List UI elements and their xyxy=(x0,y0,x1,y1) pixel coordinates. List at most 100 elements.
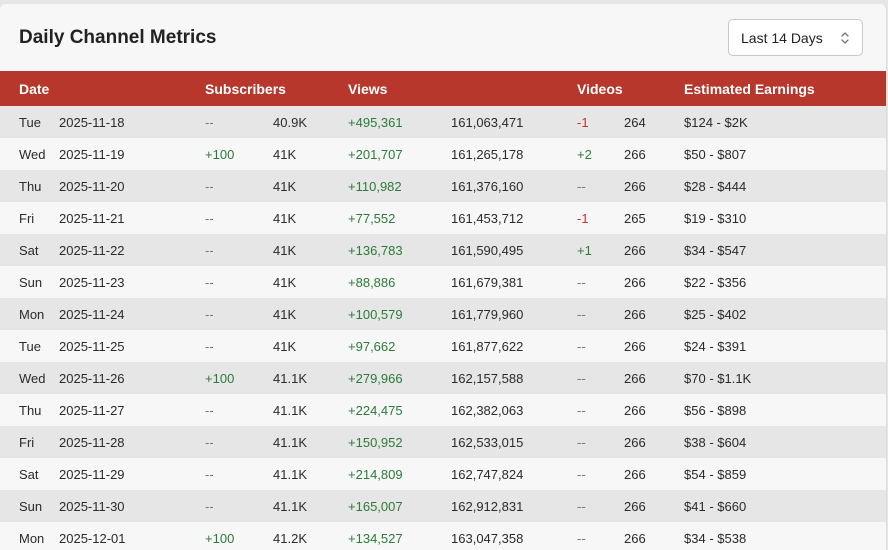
views-change-cell: +279,966 xyxy=(348,370,403,386)
earnings-cell: $34 - $547 xyxy=(684,242,747,258)
earnings-cell: $22 - $356 xyxy=(684,274,747,290)
date-range-select[interactable]: Last 14 Days xyxy=(728,19,863,56)
table-row: Fri 2025-11-28 -- 41.1K +150,952 162,533,015 -… xyxy=(0,426,886,458)
views-total-cell: 162,912,831 xyxy=(451,498,524,514)
views-change-cell: +110,982 xyxy=(348,178,402,194)
column-header-videos[interactable]: Videos xyxy=(577,80,623,97)
column-header-earnings[interactable]: Estimated Earnings xyxy=(684,80,815,97)
table-row: Tue 2025-11-18 -- 40.9K +495,361 161,063,471 -… xyxy=(0,106,886,138)
views-total-cell: 162,157,588 xyxy=(451,370,524,386)
date-cell: 2025-11-28 xyxy=(59,434,125,450)
video-change-cell: +1 xyxy=(577,242,592,258)
table-row: Sat 2025-11-22 -- 41K +136,783 161,590,495 +1 2… xyxy=(0,234,886,266)
table-row: Wed 2025-11-26 +100 41.1K +279,966 162,157,58… xyxy=(0,362,886,394)
video-count-cell: 266 xyxy=(624,338,646,354)
subscriber-count-cell: 41.1K xyxy=(273,402,307,418)
subscriber-count-cell: 41.1K xyxy=(273,434,307,450)
day-cell: Tue xyxy=(19,114,41,130)
video-count-cell: 266 xyxy=(624,274,646,290)
table-row: Wed 2025-11-19 +100 41K +201,707 161,265,178 +… xyxy=(0,138,886,170)
date-range-value: Last 14 Days xyxy=(741,30,823,46)
date-cell: 2025-12-01 xyxy=(59,530,126,546)
column-header-views[interactable]: Views xyxy=(348,80,388,97)
column-header-date[interactable]: Date xyxy=(19,80,50,97)
views-total-cell: 162,533,015 xyxy=(451,434,524,450)
subscriber-count-cell: 41.1K xyxy=(273,370,307,386)
video-change-cell: -1 xyxy=(577,210,589,226)
day-cell: Sat xyxy=(19,242,39,258)
views-change-cell: +100,579 xyxy=(348,306,403,322)
date-cell: 2025-11-30 xyxy=(59,498,125,514)
date-cell: 2025-11-27 xyxy=(59,402,125,418)
views-total-cell: 161,779,960 xyxy=(451,306,524,322)
subscriber-change-cell: +100 xyxy=(205,146,235,162)
channel-metrics-panel: Daily Channel Metrics Last 14 Days Date … xyxy=(0,4,887,550)
subscriber-count-cell: 41.1K xyxy=(273,466,307,482)
views-total-cell: 163,047,358 xyxy=(451,530,524,546)
earnings-cell: $19 - $310 xyxy=(684,210,747,226)
video-change-cell: -- xyxy=(577,530,586,546)
table-row: Thu 2025-11-20 -- 41K +110,982 161,376,160 -- 2… xyxy=(0,170,886,202)
views-change-cell: +136,783 xyxy=(348,242,403,258)
views-total-cell: 161,877,622 xyxy=(451,338,524,354)
subscriber-change-cell: -- xyxy=(205,498,214,514)
earnings-cell: $34 - $538 xyxy=(684,530,747,546)
video-change-cell: -- xyxy=(577,498,586,514)
subscriber-count-cell: 41K xyxy=(273,242,297,258)
video-count-cell: 266 xyxy=(624,434,646,450)
subscriber-change-cell: -- xyxy=(205,242,214,258)
day-cell: Thu xyxy=(19,402,42,418)
video-change-cell: +2 xyxy=(577,146,592,162)
earnings-cell: $50 - $807 xyxy=(684,146,747,162)
table-row: Sat 2025-11-29 -- 41.1K +214,809 162,747,824 -… xyxy=(0,458,886,490)
views-total-cell: 162,382,063 xyxy=(451,402,524,418)
subscriber-count-cell: 41K xyxy=(273,210,297,226)
table-row: Sun 2025-11-30 -- 41.1K +165,007 162,912,831 -… xyxy=(0,490,886,522)
page-title: Daily Channel Metrics xyxy=(19,27,217,48)
subscriber-change-cell: +100 xyxy=(205,530,235,546)
video-change-cell: -1 xyxy=(577,114,589,130)
video-count-cell: 266 xyxy=(624,306,646,322)
date-cell: 2025-11-22 xyxy=(59,242,125,258)
views-change-cell: +495,361 xyxy=(348,114,403,130)
earnings-cell: $25 - $402 xyxy=(684,306,747,322)
video-count-cell: 266 xyxy=(624,146,646,162)
subscriber-change-cell: +100 xyxy=(205,370,235,386)
earnings-cell: $24 - $391 xyxy=(684,338,747,354)
day-cell: Sun xyxy=(19,274,43,290)
views-change-cell: +165,007 xyxy=(348,498,403,514)
views-total-cell: 162,747,824 xyxy=(451,466,524,482)
video-change-cell: -- xyxy=(577,466,586,482)
video-change-cell: -- xyxy=(577,338,586,354)
video-count-cell: 266 xyxy=(624,530,646,546)
video-change-cell: -- xyxy=(577,306,586,322)
subscriber-count-cell: 41K xyxy=(273,146,297,162)
video-count-cell: 266 xyxy=(624,242,646,258)
earnings-cell: $56 - $898 xyxy=(684,402,747,418)
day-cell: Wed xyxy=(19,146,46,162)
views-total-cell: 161,063,471 xyxy=(451,114,524,130)
video-count-cell: 266 xyxy=(624,178,646,194)
video-change-cell: -- xyxy=(577,274,586,290)
subscriber-count-cell: 41.2K xyxy=(273,530,307,546)
table-row: Mon 2025-11-24 -- 41K +100,579 161,779,960 -- 2… xyxy=(0,298,886,330)
subscriber-change-cell: -- xyxy=(205,338,214,354)
date-cell: 2025-11-23 xyxy=(59,274,125,290)
views-change-cell: +201,707 xyxy=(348,146,403,162)
date-cell: 2025-11-25 xyxy=(59,338,125,354)
day-cell: Sat xyxy=(19,466,39,482)
date-cell: 2025-11-20 xyxy=(59,178,125,194)
column-header-subscribers[interactable]: Subscribers xyxy=(205,80,286,97)
views-total-cell: 161,376,160 xyxy=(451,178,524,194)
day-cell: Fri xyxy=(19,434,35,450)
panel-header: Daily Channel Metrics Last 14 Days xyxy=(0,4,886,71)
subscriber-count-cell: 41K xyxy=(273,338,297,354)
table-row: Fri 2025-11-21 -- 41K +77,552 161,453,712 -1 26… xyxy=(0,202,886,234)
earnings-cell: $124 - $2K xyxy=(684,114,748,130)
subscriber-count-cell: 41K xyxy=(273,178,297,194)
views-change-cell: +134,527 xyxy=(348,530,403,546)
subscriber-count-cell: 41K xyxy=(273,306,297,322)
day-cell: Wed xyxy=(19,370,46,386)
video-count-cell: 264 xyxy=(624,114,646,130)
views-total-cell: 161,453,712 xyxy=(451,210,524,226)
